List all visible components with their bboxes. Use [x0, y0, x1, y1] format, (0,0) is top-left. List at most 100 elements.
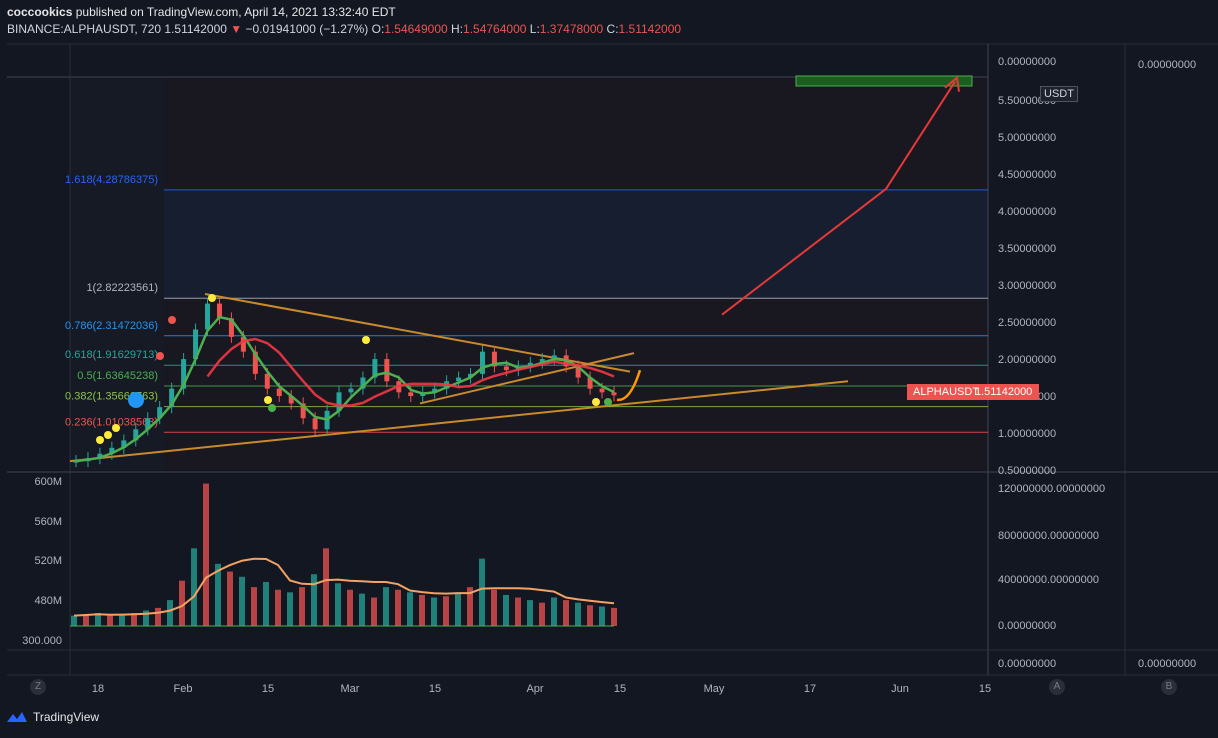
time-tick: 17	[804, 683, 816, 695]
close-value: 1.51142000	[618, 22, 682, 36]
volume-bar	[167, 600, 173, 626]
candle-body	[121, 440, 127, 448]
volume-bar	[443, 596, 449, 626]
candle-body	[491, 351, 497, 367]
ascending-trendline	[69, 380, 849, 463]
volume-bar	[563, 600, 569, 626]
projection-curve	[616, 369, 642, 402]
candle-body	[205, 303, 211, 330]
volume-bar	[299, 587, 305, 626]
high-label: H:	[451, 22, 464, 36]
high-value: 1.54764000	[463, 22, 527, 36]
volume-bar	[275, 589, 281, 626]
price-tick: 3.00000000	[998, 280, 1056, 292]
price-tag: ALPHAUSDT 1.51142000	[907, 384, 1039, 400]
currency-badge[interactable]: USDT	[1040, 86, 1078, 102]
publisher-line: coccookics published on TradingView.com,…	[7, 5, 396, 19]
signal-marker	[604, 398, 612, 406]
price-tick: 5.00000000	[998, 132, 1056, 144]
fib-label: 1(2.82223561)	[86, 282, 158, 294]
volume-bar	[107, 615, 113, 626]
volume-bar	[71, 615, 77, 626]
volume-bar	[551, 597, 557, 626]
candle-body	[468, 373, 474, 378]
volume-bar	[479, 558, 485, 626]
candle-body	[264, 373, 270, 389]
candle-body	[300, 403, 306, 419]
volume-bar	[83, 614, 89, 626]
volume-bar	[191, 548, 197, 626]
price-tick: 0.00000000	[998, 56, 1056, 68]
time-tick: 15	[429, 683, 441, 695]
candle-body	[97, 453, 103, 459]
projection-arrow	[721, 81, 956, 316]
volume-bar	[539, 602, 545, 626]
candle-body	[599, 388, 605, 393]
low-label: L:	[529, 22, 540, 36]
candle-body	[73, 461, 79, 463]
change-value: −0.01941000 (−1.27%)	[245, 22, 369, 36]
channel-trendline	[419, 352, 635, 405]
candle-body	[109, 447, 115, 454]
volume-left-tick: 520M	[34, 555, 62, 567]
tradingview-brand[interactable]: TradingView	[6, 710, 99, 724]
candle-body	[252, 351, 258, 374]
volume-left-tick: 600M	[34, 476, 62, 488]
symbol-label: BINANCE:ALPHAUSDT, 720	[7, 22, 162, 36]
second-axis-tick: 0.00000000	[1138, 59, 1196, 71]
volume-right-tick: 40000000.00000000	[998, 574, 1099, 586]
published-info: published on TradingView.com, April 14, …	[75, 5, 396, 19]
volume-bar	[455, 593, 461, 626]
slow-ma-line	[206, 337, 615, 407]
time-tick: Jun	[891, 683, 909, 695]
close-label: C:	[606, 22, 619, 36]
volume-bar	[287, 592, 293, 626]
candle-body	[432, 388, 438, 393]
volume-bar	[143, 610, 149, 626]
volume-bar	[239, 576, 245, 626]
time-tick: 18	[92, 683, 104, 695]
candle-body	[312, 418, 318, 430]
bottom-left-button[interactable]: Z	[30, 679, 46, 695]
price-tick: 4.00000000	[998, 206, 1056, 218]
candle-body	[276, 388, 282, 397]
candle-body	[479, 351, 485, 374]
volume-bar	[395, 589, 401, 626]
price-tag-value: 1.51142000	[975, 386, 1033, 398]
candle-body	[240, 336, 246, 352]
volume-bar	[611, 607, 617, 626]
volume-bar	[119, 614, 125, 626]
signal-marker	[128, 392, 144, 408]
signal-marker	[168, 316, 176, 324]
bottom-right-button[interactable]: B	[1161, 679, 1177, 695]
candle-body	[527, 362, 533, 367]
volume-bar	[203, 483, 209, 626]
publisher-name[interactable]: coccookics	[7, 5, 73, 19]
auto-scale-button[interactable]: A	[1049, 679, 1065, 695]
signal-marker	[268, 404, 276, 412]
candle-body	[503, 366, 509, 371]
price-tick: 2.50000000	[998, 317, 1056, 329]
signal-marker	[208, 294, 216, 302]
volume-left-tick: 300.000	[22, 635, 62, 647]
price-tick: 4.50000000	[998, 169, 1056, 181]
volume-bar	[431, 597, 437, 626]
low-value: 1.37478000	[539, 22, 604, 36]
signal-marker	[362, 336, 370, 344]
volume-bar	[323, 548, 329, 626]
candle-body	[456, 377, 462, 382]
candle-body	[384, 359, 390, 382]
volume-bar	[227, 571, 233, 626]
candle-body	[193, 329, 199, 360]
signal-marker	[264, 396, 272, 404]
volume-bar	[155, 607, 161, 626]
volume-bar	[215, 563, 221, 626]
volume-left-tick: 480M	[34, 595, 62, 607]
volume-right-tick: 80000000.00000000	[998, 530, 1099, 542]
volume-bar	[527, 600, 533, 626]
volume-bar	[503, 594, 509, 626]
volume-bar	[311, 574, 317, 626]
time-tick: 15	[262, 683, 274, 695]
volume-bar	[263, 581, 269, 626]
